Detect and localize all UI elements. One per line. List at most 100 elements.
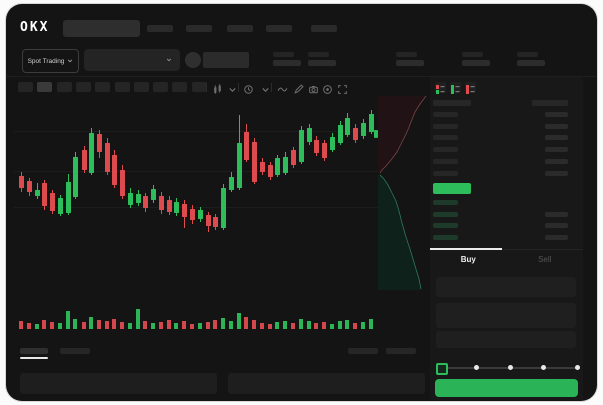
buy-submit-button[interactable] bbox=[435, 379, 578, 397]
ask-price-placeholder bbox=[433, 147, 458, 153]
camera-icon[interactable] bbox=[308, 82, 319, 94]
bid-amount-placeholder bbox=[545, 235, 568, 241]
candle-body bbox=[35, 190, 40, 196]
tabbar-baseline bbox=[430, 249, 583, 250]
candle-body bbox=[229, 177, 234, 190]
indicator-wave-icon[interactable] bbox=[277, 82, 288, 93]
candle-body bbox=[190, 209, 195, 220]
stat-value-placeholder bbox=[517, 60, 545, 66]
volume-bar bbox=[244, 317, 248, 329]
nav-item[interactable] bbox=[186, 25, 212, 32]
ask-price-placeholder bbox=[433, 112, 458, 117]
volume-bar bbox=[322, 322, 326, 329]
candle-body bbox=[353, 128, 358, 140]
okx-logo[interactable]: OKX bbox=[20, 20, 50, 35]
chevron-down-icon[interactable] bbox=[260, 82, 271, 93]
depth-chart bbox=[378, 95, 427, 290]
candle-style-icon[interactable] bbox=[212, 82, 223, 94]
timeframe-button[interactable] bbox=[95, 82, 111, 92]
volume-bar bbox=[213, 320, 217, 329]
tab-sell[interactable]: Sell bbox=[538, 255, 552, 264]
volume-bar bbox=[174, 323, 178, 329]
volume-bar bbox=[361, 322, 365, 329]
candle-body bbox=[174, 202, 179, 213]
candle-body bbox=[291, 150, 296, 165]
market-type-dropdown[interactable]: Spot Trading bbox=[22, 49, 79, 73]
ask-amount-placeholder bbox=[545, 135, 568, 141]
volume-bar bbox=[66, 311, 70, 329]
slider-stop-25[interactable] bbox=[473, 365, 479, 370]
timeframe-button[interactable] bbox=[18, 82, 33, 92]
bid-amount-placeholder bbox=[545, 211, 568, 217]
depth-price-marker bbox=[374, 130, 378, 138]
candle-body bbox=[345, 118, 350, 135]
book-both-icon[interactable] bbox=[435, 82, 446, 94]
volume-bar bbox=[112, 319, 116, 329]
ask-price-placeholder bbox=[433, 170, 458, 176]
orderbook-col-header-amount bbox=[532, 100, 568, 106]
stat-label-placeholder bbox=[517, 52, 538, 57]
bottom-tab-active[interactable] bbox=[20, 348, 48, 354]
draw-pencil-icon[interactable] bbox=[293, 82, 304, 94]
pair-selector-dropdown[interactable] bbox=[84, 49, 180, 71]
bottom-link[interactable] bbox=[348, 348, 378, 354]
record-icon[interactable] bbox=[322, 82, 333, 94]
chart-gridline bbox=[14, 171, 378, 172]
volume-bar bbox=[120, 322, 124, 329]
volume-bar bbox=[143, 321, 147, 329]
total-field[interactable] bbox=[436, 331, 576, 348]
candle-body bbox=[299, 130, 304, 162]
timeframe-button[interactable] bbox=[172, 82, 188, 92]
volume-bar bbox=[159, 322, 163, 329]
candle-body bbox=[143, 196, 148, 208]
volume-bar bbox=[198, 323, 202, 329]
timeframe-button[interactable] bbox=[37, 82, 53, 92]
bid-price-placeholder bbox=[433, 211, 458, 217]
nav-item[interactable] bbox=[227, 25, 253, 32]
nav-item[interactable] bbox=[147, 25, 173, 32]
volume-bar bbox=[268, 324, 272, 329]
amount-input[interactable] bbox=[436, 303, 576, 328]
price-input[interactable] bbox=[436, 277, 576, 297]
nav-item[interactable] bbox=[311, 25, 337, 32]
toolbar-divider bbox=[238, 83, 239, 92]
volume-bar bbox=[345, 320, 349, 329]
candle-body bbox=[42, 183, 47, 206]
timeframe-button[interactable] bbox=[191, 82, 207, 92]
book-asks-icon[interactable] bbox=[465, 82, 476, 94]
candle-body bbox=[66, 182, 71, 213]
volume-bar bbox=[314, 323, 318, 329]
tab-buy[interactable]: Buy bbox=[460, 255, 476, 264]
timeframe-button[interactable] bbox=[56, 82, 72, 92]
candle-body bbox=[50, 193, 55, 211]
volume-bar bbox=[237, 313, 241, 329]
volume-bar bbox=[19, 321, 23, 329]
interval-icon[interactable] bbox=[243, 82, 254, 94]
candle-body bbox=[105, 143, 110, 172]
volume-bar bbox=[330, 324, 334, 329]
candle-body bbox=[361, 123, 366, 136]
bottom-tab[interactable] bbox=[60, 348, 90, 354]
volume-bar bbox=[275, 322, 279, 329]
timeframe-button[interactable] bbox=[133, 82, 149, 92]
timeframe-button[interactable] bbox=[114, 82, 130, 92]
chevron-down-icon[interactable] bbox=[227, 82, 238, 93]
slider-stop-50[interactable] bbox=[507, 365, 513, 370]
search-input[interactable] bbox=[63, 20, 140, 37]
fullscreen-icon[interactable] bbox=[337, 82, 348, 94]
stat-value-placeholder bbox=[308, 60, 336, 66]
candle-body bbox=[112, 155, 117, 185]
timeframe-button[interactable] bbox=[153, 82, 169, 92]
volume-bar bbox=[221, 318, 225, 329]
bottom-link[interactable] bbox=[386, 348, 416, 354]
slider-stop-75[interactable] bbox=[541, 365, 547, 370]
timeframe-button[interactable] bbox=[75, 82, 91, 92]
book-bids-icon[interactable] bbox=[450, 82, 461, 94]
amount-slider-handle[interactable] bbox=[436, 363, 448, 375]
slider-stop-100[interactable] bbox=[575, 365, 580, 370]
nav-item[interactable] bbox=[266, 25, 292, 32]
orderbook-last-price-bar[interactable] bbox=[433, 183, 471, 194]
volume-bar bbox=[42, 320, 46, 329]
volume-bar bbox=[206, 322, 210, 329]
candle-body bbox=[338, 125, 343, 143]
